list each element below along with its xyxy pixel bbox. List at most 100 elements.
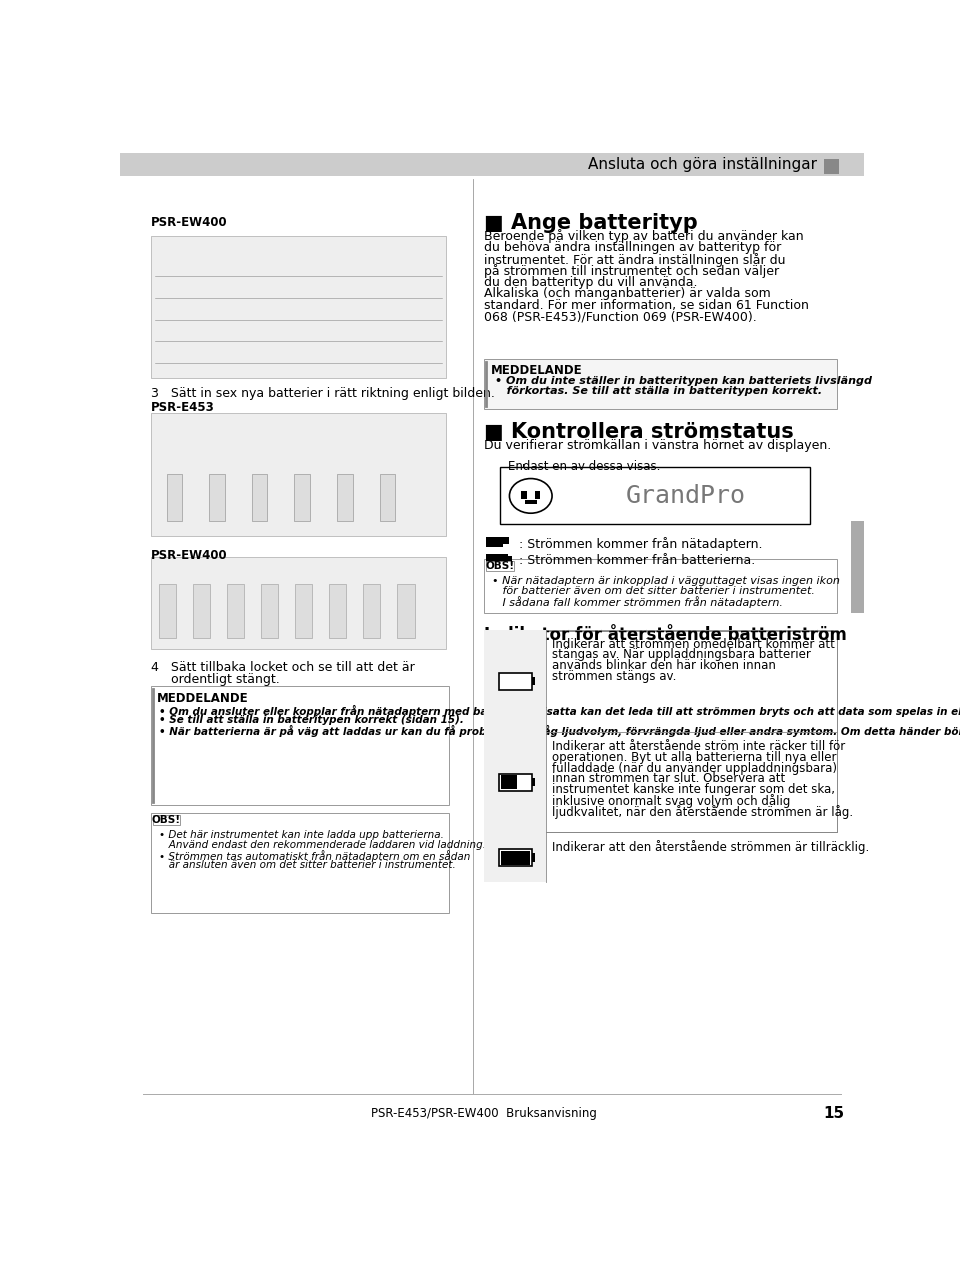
Text: • Strömmen tas automatiskt från nätadaptern om en sådan: • Strömmen tas automatiskt från nätadapt… [158,850,470,862]
Text: Beroende på vilken typ av batteri du använder kan: Beroende på vilken typ av batteri du anv… [484,230,804,244]
Text: OBS!: OBS! [152,815,181,825]
Bar [484,559,837,613]
Text: PSR-EW400: PSR-EW400 [151,216,228,230]
Text: • Se till att ställa in batteritypen korrekt (sidan 15).: • Se till att ställa in batteritypen kor… [158,715,464,725]
Bar [500,850,530,865]
Text: stängas av. När uppladdningsbara batterier: stängas av. När uppladdningsbara batteri… [552,649,811,661]
Bar [486,561,514,571]
Bar [151,236,445,378]
Bar [499,673,532,690]
Bar [379,474,396,521]
Bar [337,474,352,521]
Bar [261,584,278,637]
Text: inklusive onormalt svag volym och dålig: inklusive onormalt svag volym och dålig [552,794,791,808]
Bar [397,584,415,637]
Bar [535,492,540,499]
Bar [521,492,527,499]
Bar [151,686,449,806]
Text: Använd endast den rekommenderade laddaren vid laddning.: Använd endast den rekommenderade laddare… [158,840,486,850]
Bar [484,732,546,833]
Text: 15: 15 [824,1106,845,1121]
Text: för batterier även om det sitter batterier i instrumentet.: för batterier även om det sitter batteri… [492,586,815,596]
Text: • Om du ansluter eller kopplar från nätadaptern med batterierna isatta kan det l: • Om du ansluter eller kopplar från näta… [158,705,960,718]
Bar [151,557,445,649]
Bar [500,466,809,525]
Bar [363,584,380,637]
Text: I sådana fall kommer strömmen från nätadaptern.: I sådana fall kommer strömmen från nätad… [492,596,782,608]
Text: Indikerar att strömmen omedelbart kommer att: Indikerar att strömmen omedelbart kommer… [552,637,835,650]
Bar [508,555,512,561]
Text: används blinkar den här ikonen innan: används blinkar den här ikonen innan [552,659,777,672]
Text: förkortas. Se till att ställa in batteritypen korrekt.: förkortas. Se till att ställa in batteri… [495,386,822,396]
Text: • Om du inte ställer in batteritypen kan batteriets livslängd: • Om du inte ställer in batteritypen kan… [495,375,872,386]
Text: strömmen stängs av.: strömmen stängs av. [552,670,677,683]
Text: operationen. Byt ut alla batterierna till nya eller: operationen. Byt ut alla batterierna til… [552,751,837,764]
Text: • När nätadaptern är inkopplad i vägguttaget visas ingen ikon: • När nätadaptern är inkopplad i väggutt… [492,576,840,586]
Text: Indikerar att återstående ström inte räcker till för: Indikerar att återstående ström inte räc… [552,739,846,753]
Text: ljudkvalitet, när den återstående strömmen är låg.: ljudkvalitet, när den återstående strömm… [552,805,853,819]
Text: MEDDELANDE: MEDDELANDE [491,364,582,377]
Bar [329,584,347,637]
Text: 3   Sätt in sex nya batterier i rätt riktning enligt bilden.: 3 Sätt in sex nya batterier i rätt riktn… [151,387,494,400]
Text: instrumentet kanske inte fungerar som det ska,: instrumentet kanske inte fungerar som de… [552,783,835,796]
Text: Alkaliska (och manganbatterier) är valda som: Alkaliska (och manganbatterier) är valda… [484,287,771,300]
Bar [484,359,837,409]
Bar [193,584,210,637]
Bar [499,849,532,866]
Bar [484,833,546,882]
Bar [500,775,516,789]
Bar [209,474,225,521]
Bar [824,158,839,174]
Bar [851,521,864,613]
Bar [499,774,532,790]
Text: 068 (PSR-E453)/Function 069 (PSR-EW400).: 068 (PSR-E453)/Function 069 (PSR-EW400). [484,310,757,323]
Bar [524,499,537,503]
Bar [486,554,508,563]
Text: ordentligt stängt.: ordentligt stängt. [151,673,279,686]
Text: : Strömmen kommer från batterierna.: : Strömmen kommer från batterierna. [516,554,756,567]
Bar [484,630,546,732]
Bar [151,412,445,536]
Bar [153,815,180,825]
Text: på strömmen till instrumentet och sedan väljer: på strömmen till instrumentet och sedan … [484,264,780,278]
Bar [120,153,864,176]
Text: standard. För mer information, se sidan 61 Function: standard. För mer information, se sidan … [484,299,809,312]
Text: Du verifierar strömkällan i vänstra hörnet av displayen.: Du verifierar strömkällan i vänstra hörn… [484,439,831,452]
Text: 4   Sätt tillbaka locket och se till att det är: 4 Sätt tillbaka locket och se till att d… [151,660,415,674]
Bar [532,677,536,686]
Text: fulladdade (när du använder uppladdningsbara): fulladdade (när du använder uppladdnings… [552,761,837,775]
Bar [295,584,312,637]
Text: • När batterierna är på väg att laddas ur kan du få problem med låg ljudvolym, f: • När batterierna är på väg att laddas u… [158,725,960,737]
Bar [227,584,244,637]
Bar [532,853,536,862]
Text: : Strömmen kommer från nätadaptern.: : Strömmen kommer från nätadaptern. [516,538,763,552]
Text: innan strömmen tar slut. Observera att: innan strömmen tar slut. Observera att [552,773,785,785]
Text: PSR-E453: PSR-E453 [151,401,215,414]
Text: ■ Kontrollera strömstatus: ■ Kontrollera strömstatus [484,421,794,442]
Bar [166,474,182,521]
Text: ■ Ange batterityp: ■ Ange batterityp [484,212,698,232]
Bar [151,813,449,913]
Bar [295,474,310,521]
Bar [486,538,503,547]
Bar [503,538,509,544]
Text: du den batterityp du vill använda.: du den batterityp du vill använda. [484,276,698,289]
Text: PSR-E453/PSR-EW400  Bruksanvisning: PSR-E453/PSR-EW400 Bruksanvisning [372,1107,597,1120]
Bar [484,631,837,833]
Text: Indikator för återstående batteriström: Indikator för återstående batteriström [484,626,847,644]
Text: MEDDELANDE: MEDDELANDE [157,692,249,705]
Bar [158,584,176,637]
Text: är ansluten även om det sitter batterier i instrumentet.: är ansluten även om det sitter batterier… [158,861,455,870]
Text: OBS!: OBS! [485,561,515,571]
Text: • Det här instrumentet kan inte ladda upp batterierna.: • Det här instrumentet kan inte ladda up… [158,830,444,840]
Text: Indikerar att den återstående strömmen är tillräcklig.: Indikerar att den återstående strömmen ä… [552,840,870,854]
Text: Ansluta och göra inställningar: Ansluta och göra inställningar [588,157,818,171]
Text: instrumentet. För att ändra inställningen slår du: instrumentet. För att ändra inställninge… [484,253,785,267]
Text: Endast en av dessa visas.: Endast en av dessa visas. [508,461,660,474]
Text: du behöva ändra inställningen av batterityp för: du behöva ändra inställningen av batteri… [484,241,781,254]
Bar [252,474,267,521]
Text: PSR-EW400: PSR-EW400 [151,549,228,562]
Text: GrandPro: GrandPro [626,484,746,508]
Ellipse shape [510,479,552,513]
Bar [532,778,536,787]
